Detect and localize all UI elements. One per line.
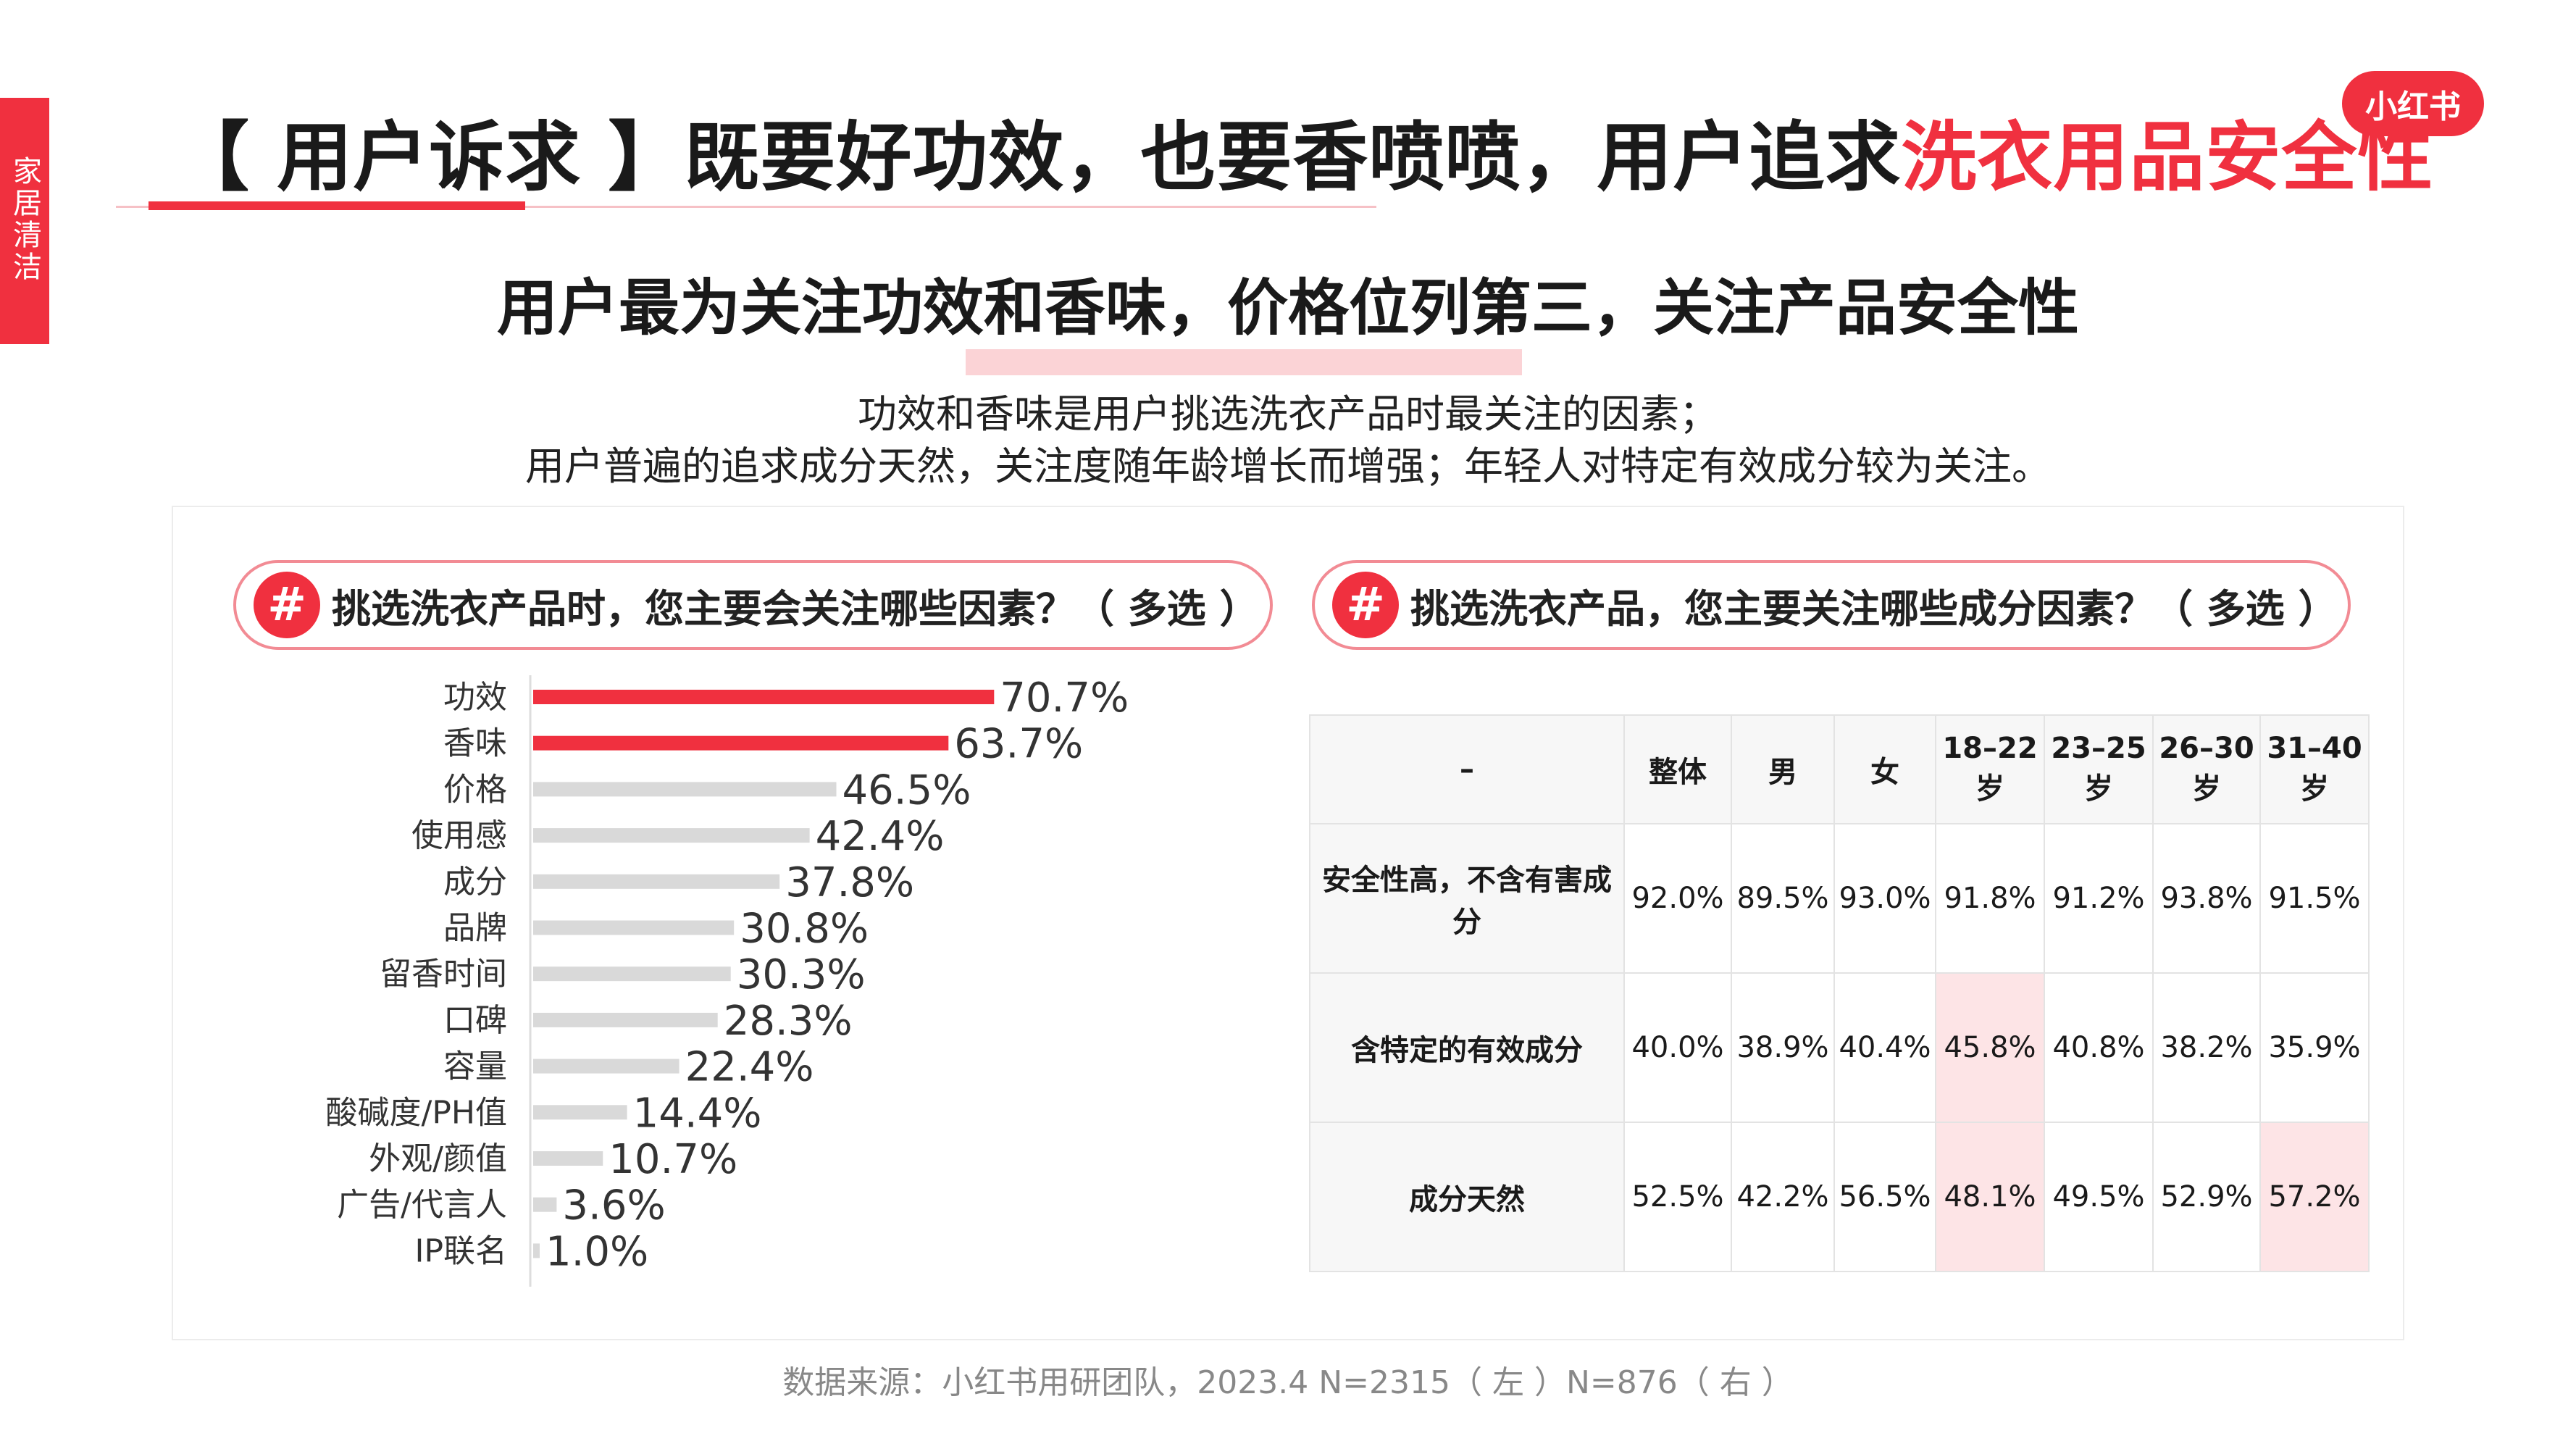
table-cell: 92.0% <box>1623 823 1732 974</box>
subtitle: 用户最为关注功效和香味，价格位列第三，关注产品安全性 <box>496 272 2079 343</box>
bar-category-label: 使用感 <box>411 817 507 854</box>
category-side-tag-label: 家居清洁 <box>8 156 41 283</box>
bar-value-label: 14.4% <box>633 1090 762 1137</box>
subtitle-underline <box>966 349 1522 375</box>
bar-value-label: 46.5% <box>842 767 971 814</box>
bar-value-label: 3.6% <box>562 1182 665 1229</box>
left-question-pill: # 挑选洗衣产品时，您主要会关注哪些因素？（ 多选 ） <box>233 560 1273 650</box>
bar <box>533 966 731 982</box>
bar-category-label: 外观/颜值 <box>369 1140 507 1177</box>
bar <box>533 690 995 704</box>
brand-logo-text: 小红书 <box>2365 88 2461 125</box>
right-question-pill: # 挑选洗衣产品，您主要关注哪些成分因素？（ 多选 ） <box>1312 560 2351 650</box>
hashtag-icon: # <box>254 572 320 638</box>
table-cell: 93.8% <box>2152 823 2261 974</box>
bar <box>533 1012 718 1027</box>
table-cell: 35.9% <box>2259 972 2370 1123</box>
bar-category-label: 香味 <box>443 725 507 762</box>
description-line-1: 功效和香味是用户挑选洗衣产品时最关注的因素； <box>858 391 1718 437</box>
table-header-cell: 26–30岁 <box>2152 714 2261 824</box>
table-header-cell: – <box>1309 714 1625 824</box>
table-cell: 52.9% <box>2152 1122 2261 1272</box>
table-header-cell: 男 <box>1731 714 1835 824</box>
bar-value-label: 1.0% <box>545 1228 648 1275</box>
table-cell: 93.0% <box>1833 823 1936 974</box>
table-cell: 91.5% <box>2259 823 2370 974</box>
table-cell: 38.9% <box>1731 972 1835 1123</box>
bar-value-label: 63.7% <box>954 721 1083 768</box>
table-cell: 56.5% <box>1833 1122 1936 1272</box>
title-divider-accent <box>149 201 525 210</box>
table-row-label: 成分天然 <box>1309 1122 1625 1272</box>
bar-category-label: 价格 <box>443 771 507 808</box>
table-cell: 38.2% <box>2152 972 2261 1123</box>
table-cell: 91.2% <box>2044 823 2154 974</box>
bar-value-label: 22.4% <box>685 1044 814 1091</box>
left-question-text: 挑选洗衣产品时，您主要会关注哪些因素？（ 多选 ） <box>332 585 1259 632</box>
bar <box>533 874 780 889</box>
factor-bar-chart: 功效 70.7% 香味 63.7% 价格 46.5% 使用感 42.4% 成分 37.8% 品牌 30… <box>326 675 1129 1287</box>
table-cell: 45.8% <box>1935 972 2045 1123</box>
bar-value-label: 30.3% <box>737 951 866 998</box>
page-title-prefix: 【 用户诉求 】既要好功效，也要香喷喷，用户追求 <box>174 113 1902 201</box>
table-header-cell: 31–40岁 <box>2259 714 2370 824</box>
table-row: 成分天然 52.5% 42.2% 56.5% 48.1% 49.5% 52.9% 57.2% <box>1309 1122 2370 1272</box>
table-row: 含特定的有效成分 40.0% 38.9% 40.4% 45.8% 40.8% 38.2% 35… <box>1309 972 2370 1123</box>
bar <box>533 828 810 843</box>
bar <box>533 735 949 751</box>
bar <box>533 782 837 797</box>
bar-category-label: 成分 <box>443 864 507 901</box>
table-cell: 40.4% <box>1833 972 1936 1123</box>
brand-logo: 小红书 <box>2342 71 2484 136</box>
bar-value-label: 70.7% <box>1000 675 1129 722</box>
right-question-text: 挑选洗衣产品，您主要关注哪些成分因素？（ 多选 ） <box>1410 585 2338 632</box>
data-source-note: 数据来源：小红书用研团队，2023.4 N=2315（ 左 ）N=876（ 右 … <box>782 1364 1794 1401</box>
table-cell: 40.8% <box>2044 972 2154 1123</box>
table-cell: 89.5% <box>1731 823 1835 974</box>
bar <box>533 1243 540 1258</box>
table-cell: 57.2% <box>2259 1122 2370 1272</box>
title-divider <box>116 206 1376 208</box>
table-cell: 40.0% <box>1623 972 1732 1123</box>
bar-category-label: 品牌 <box>443 910 507 947</box>
table-cell: 42.2% <box>1731 1122 1835 1272</box>
bar-value-label: 30.8% <box>740 906 869 953</box>
table-cell: 48.1% <box>1935 1122 2045 1272</box>
table-row-label: 含特定的有效成分 <box>1309 972 1625 1123</box>
bar <box>533 1058 679 1074</box>
bar-value-label: 28.3% <box>724 998 853 1045</box>
bar-category-label: IP联名 <box>414 1232 507 1269</box>
bar-category-label: 容量 <box>443 1048 507 1085</box>
bar-value-label: 10.7% <box>609 1136 737 1183</box>
table-cell: 52.5% <box>1623 1122 1732 1272</box>
bar-category-label: 留香时间 <box>380 956 507 993</box>
table-row-label: 安全性高，不含有害成分 <box>1309 823 1625 974</box>
table-header-cell: 女 <box>1833 714 1936 824</box>
bar-category-label: 广告/代言人 <box>337 1187 507 1224</box>
bar-category-label: 酸碱度/PH值 <box>326 1094 507 1131</box>
bar-value-label: 37.8% <box>785 859 914 906</box>
bar <box>533 1105 627 1120</box>
table-header-cell: 23–25岁 <box>2044 714 2154 824</box>
table-cell: 91.8% <box>1935 823 2045 974</box>
category-side-tag: 家居清洁 <box>0 98 49 344</box>
bar-category-label: 口碑 <box>443 1002 507 1039</box>
page-title-highlight: 洗衣用品安全性 <box>1901 113 2434 201</box>
table-row: 安全性高，不含有害成分 92.0% 89.5% 93.0% 91.8% 91.2% 93.8… <box>1309 823 2370 974</box>
page-title: 【 用户诉求 】既要好功效，也要香喷喷，用户追求洗衣用品安全性 <box>174 96 2433 205</box>
bar-category-label: 功效 <box>443 679 507 716</box>
table-cell: 49.5% <box>2044 1122 2154 1272</box>
description-line-2: 用户普遍的追求成分天然，关注度随年龄增长而增强；年轻人对特定有效成分较为关注。 <box>525 443 2051 489</box>
ingredient-table: – 整体 男 女 18–22岁 23–25岁 26–30岁 31–40岁 安全性… <box>1309 714 2370 1272</box>
hashtag-icon: # <box>1332 572 1399 638</box>
table-header-cell: 整体 <box>1623 714 1732 824</box>
bar <box>533 1151 603 1166</box>
table-header-cell: 18–22岁 <box>1935 714 2045 824</box>
bar-value-label: 42.4% <box>816 813 945 860</box>
description: 功效和香味是用户挑选洗衣产品时最关注的因素； 用户普遍的追求成分天然，关注度随年… <box>0 388 2576 493</box>
bar <box>533 1197 557 1212</box>
table-header-row: – 整体 男 女 18–22岁 23–25岁 26–30岁 31–40岁 <box>1309 714 2370 824</box>
bar <box>533 920 735 935</box>
